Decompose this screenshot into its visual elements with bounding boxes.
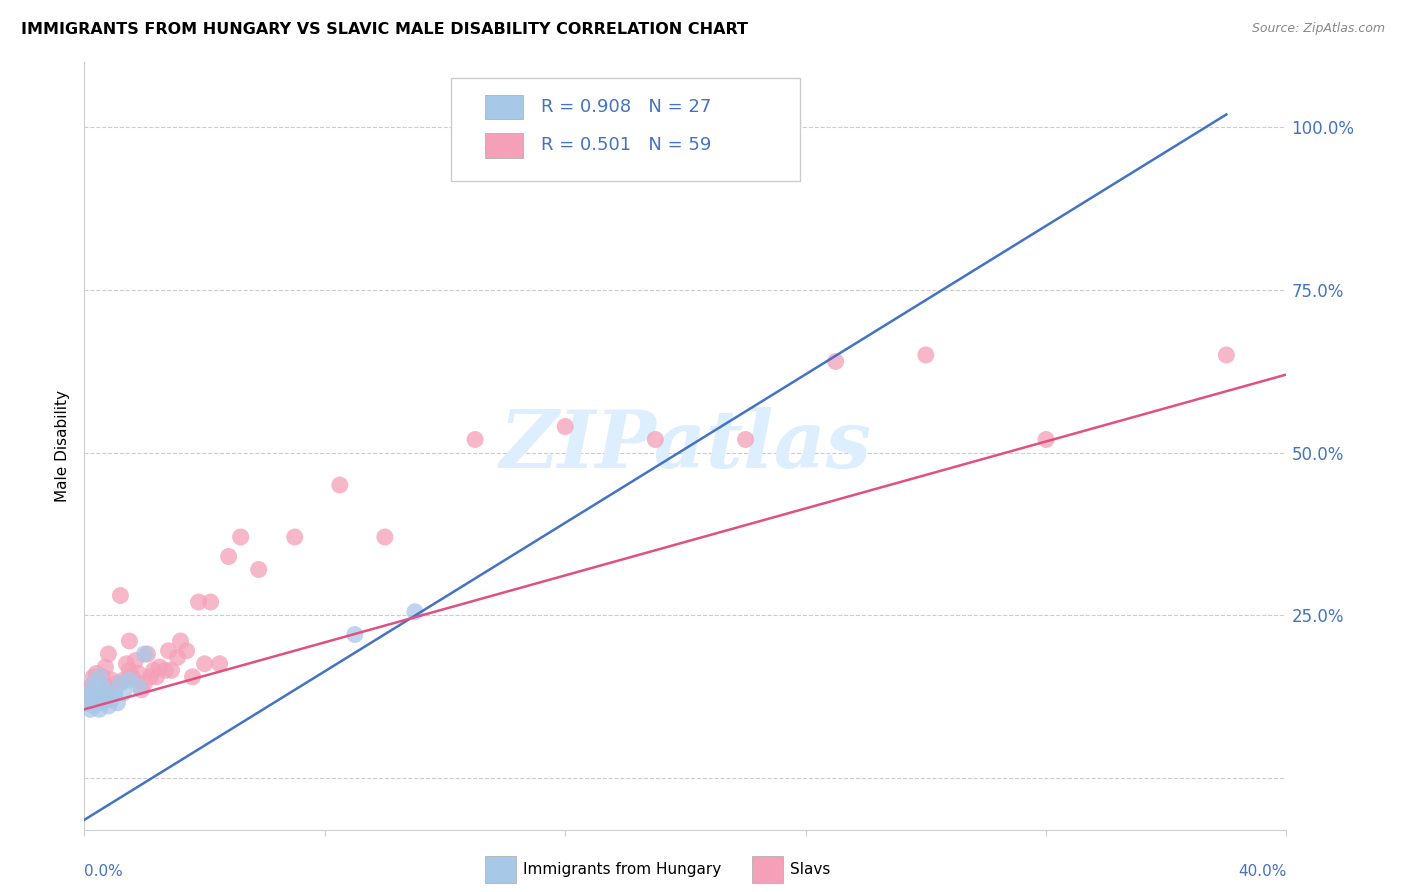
Point <box>89 702 111 716</box>
Point <box>127 666 149 681</box>
Point <box>86 666 108 681</box>
Point <box>118 634 141 648</box>
Point <box>82 676 104 690</box>
Point <box>115 657 138 671</box>
Text: IMMIGRANTS FROM HUNGARY VS SLAVIC MALE DISABILITY CORRELATION CHART: IMMIGRANTS FROM HUNGARY VS SLAVIC MALE D… <box>21 22 748 37</box>
Y-axis label: Male Disability: Male Disability <box>55 390 70 502</box>
Point <box>76 682 98 697</box>
Point <box>229 530 252 544</box>
Point <box>89 692 111 706</box>
Point <box>86 690 108 704</box>
Point <box>79 702 101 716</box>
Point <box>148 660 170 674</box>
Text: 0.0%: 0.0% <box>84 864 124 880</box>
Point <box>97 647 120 661</box>
Point <box>734 433 756 447</box>
Point <box>155 663 177 677</box>
Point <box>194 657 217 671</box>
Point <box>824 354 846 368</box>
Point <box>94 686 117 700</box>
Point <box>187 595 209 609</box>
Point <box>121 670 143 684</box>
Text: Immigrants from Hungary: Immigrants from Hungary <box>523 863 721 877</box>
Point <box>100 673 122 687</box>
Point <box>79 686 101 700</box>
Point <box>343 627 366 641</box>
Text: Source: ZipAtlas.com: Source: ZipAtlas.com <box>1251 22 1385 36</box>
Text: R = 0.908   N = 27: R = 0.908 N = 27 <box>541 98 711 116</box>
Point <box>110 589 132 603</box>
Point <box>118 673 141 687</box>
Point <box>76 690 98 704</box>
Point <box>404 605 426 619</box>
Point <box>329 478 352 492</box>
FancyBboxPatch shape <box>485 95 523 120</box>
Point <box>89 676 111 690</box>
Point <box>218 549 240 564</box>
Point <box>374 530 396 544</box>
Point <box>100 692 122 706</box>
Point <box>94 660 117 674</box>
Point <box>160 663 183 677</box>
Text: Slavs: Slavs <box>790 863 831 877</box>
Point <box>103 686 125 700</box>
Point <box>91 692 114 706</box>
Point <box>110 676 132 690</box>
Point <box>247 562 270 576</box>
Point <box>208 657 231 671</box>
Point <box>76 696 98 710</box>
Point <box>97 690 120 704</box>
Point <box>89 670 111 684</box>
Point <box>644 433 666 447</box>
Point <box>91 670 114 684</box>
Point <box>136 647 159 661</box>
Point <box>124 654 146 668</box>
Point <box>139 670 162 684</box>
Point <box>1035 433 1057 447</box>
Point <box>112 673 135 687</box>
Point <box>82 699 104 714</box>
Point <box>91 680 114 694</box>
Point <box>118 663 141 677</box>
Point <box>176 644 198 658</box>
Point <box>134 676 156 690</box>
Point <box>107 696 129 710</box>
Text: ZIPatlas: ZIPatlas <box>499 408 872 484</box>
Point <box>79 692 101 706</box>
Point <box>79 680 101 694</box>
Point <box>169 634 191 648</box>
Point <box>94 680 117 694</box>
Point <box>181 670 204 684</box>
Point <box>91 696 114 710</box>
Point <box>82 696 104 710</box>
Point <box>107 676 129 690</box>
Point <box>284 530 307 544</box>
Point <box>82 692 104 706</box>
Point <box>554 419 576 434</box>
Point <box>131 682 153 697</box>
Point <box>112 686 135 700</box>
Point <box>464 433 486 447</box>
Point <box>200 595 222 609</box>
Point <box>166 650 188 665</box>
Point <box>82 670 104 684</box>
Point <box>103 686 125 700</box>
Point <box>1215 348 1237 362</box>
Point <box>157 644 180 658</box>
Text: R = 0.501   N = 59: R = 0.501 N = 59 <box>541 136 711 154</box>
Point <box>134 647 156 661</box>
Point <box>127 680 149 694</box>
Point <box>86 696 108 710</box>
Point <box>142 663 165 677</box>
Point <box>915 348 938 362</box>
Point <box>145 670 167 684</box>
Point <box>97 699 120 714</box>
Text: 40.0%: 40.0% <box>1239 864 1286 880</box>
Point <box>86 686 108 700</box>
FancyBboxPatch shape <box>485 133 523 158</box>
FancyBboxPatch shape <box>451 78 800 181</box>
Point <box>76 696 98 710</box>
Point <box>94 690 117 704</box>
Point <box>89 686 111 700</box>
